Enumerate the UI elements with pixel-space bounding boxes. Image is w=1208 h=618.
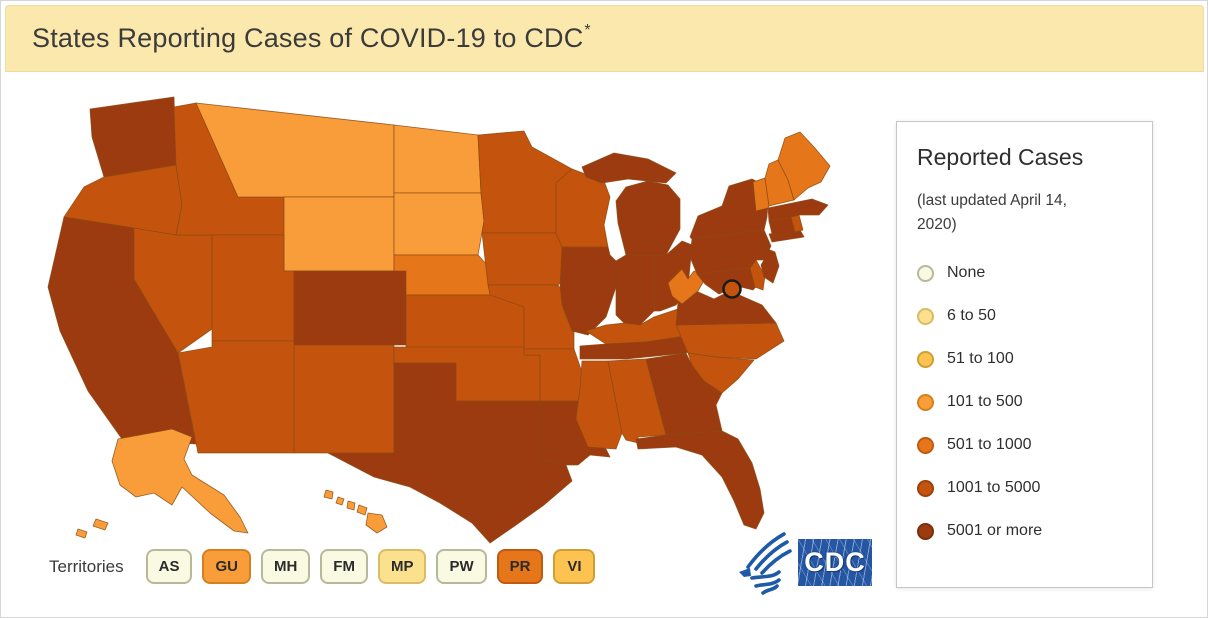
legend-swatch-none bbox=[917, 264, 934, 282]
legend-label: 51 to 100 bbox=[947, 350, 1014, 368]
legend-swatch-c501_1000 bbox=[917, 436, 934, 454]
cdc-logo-text: CDC bbox=[804, 547, 866, 577]
state-nd[interactable] bbox=[393, 124, 482, 194]
header-bar: States Reporting Cases of COVID-19 to CD… bbox=[5, 5, 1204, 72]
legend-label: None bbox=[947, 264, 986, 282]
cdc-logo-rays bbox=[798, 539, 872, 586]
state-hi[interactable] bbox=[323, 489, 334, 500]
state-ak[interactable] bbox=[75, 528, 88, 539]
state-vt[interactable] bbox=[752, 177, 770, 212]
state-me[interactable] bbox=[777, 131, 831, 201]
state-ut[interactable] bbox=[211, 234, 295, 342]
state-ia[interactable] bbox=[481, 232, 569, 286]
territory-badges: AS GU MH FM MP PW PR VI bbox=[145, 549, 606, 584]
state-az[interactable] bbox=[177, 340, 295, 454]
us-choropleth-map bbox=[26, 89, 886, 549]
cdc-logo: CDC bbox=[798, 539, 872, 586]
legend-swatch-c51_100 bbox=[917, 350, 934, 368]
territories-row: Territories AS GU MH FM MP PW PR VI bbox=[49, 549, 605, 584]
state-ks[interactable] bbox=[405, 294, 525, 350]
legend-item: None bbox=[917, 264, 1132, 282]
legend-card: Reported Cases (last updated April 14, 2… bbox=[896, 121, 1153, 588]
legend-items: None 6 to 50 51 to 100 101 to 500 501 to 100… bbox=[917, 264, 1132, 540]
state-hi[interactable] bbox=[356, 504, 368, 516]
hhs-eagle-head bbox=[739, 568, 751, 577]
legend-item: 1001 to 5000 bbox=[917, 479, 1132, 497]
state-mi[interactable] bbox=[615, 180, 681, 256]
hhs-logo-icon bbox=[739, 532, 792, 595]
state-dc-marker[interactable] bbox=[722, 279, 742, 299]
state-hi[interactable] bbox=[335, 496, 345, 506]
territory-badge-fm[interactable]: FM bbox=[320, 549, 368, 584]
territory-badge-pr[interactable]: PR bbox=[496, 549, 544, 584]
state-nm[interactable] bbox=[293, 344, 395, 454]
legend-title: Reported Cases bbox=[917, 144, 1084, 170]
state-nj[interactable] bbox=[760, 247, 780, 284]
territory-badge-gu[interactable]: GU bbox=[202, 549, 251, 584]
state-pa[interactable] bbox=[689, 229, 772, 275]
legend-label: 501 to 1000 bbox=[947, 436, 1032, 454]
page-title: States Reporting Cases of COVID-19 to CD… bbox=[32, 22, 591, 54]
state-mi[interactable] bbox=[581, 152, 677, 184]
state-fl[interactable] bbox=[635, 430, 765, 530]
legend-swatch-c5001_more bbox=[917, 522, 934, 540]
state-hi[interactable] bbox=[346, 500, 356, 511]
state-tx[interactable] bbox=[327, 362, 573, 544]
state-ak[interactable] bbox=[92, 518, 109, 531]
state-co[interactable] bbox=[293, 270, 407, 346]
state-il[interactable] bbox=[559, 246, 617, 336]
state-wy[interactable] bbox=[283, 196, 395, 272]
state-in[interactable] bbox=[615, 254, 655, 326]
legend-item: 5001 or more bbox=[917, 522, 1132, 540]
state-sd[interactable] bbox=[393, 192, 485, 256]
state-nc[interactable] bbox=[675, 322, 785, 360]
state-ma[interactable] bbox=[767, 198, 829, 222]
page-title-asterisk: * bbox=[584, 22, 591, 39]
legend-label: 101 to 500 bbox=[947, 393, 1023, 411]
legend-item: 501 to 1000 bbox=[917, 436, 1132, 454]
legend-item: 6 to 50 bbox=[917, 307, 1132, 325]
legend-item: 51 to 100 bbox=[917, 350, 1132, 368]
state-wa[interactable] bbox=[89, 96, 177, 178]
legend-swatch-c6_50 bbox=[917, 307, 934, 325]
legend-label: 5001 or more bbox=[947, 522, 1043, 540]
state-ne[interactable] bbox=[393, 254, 499, 296]
territory-badge-as[interactable]: AS bbox=[145, 549, 193, 584]
territory-badge-mh[interactable]: MH bbox=[260, 549, 311, 584]
territory-badge-mp[interactable]: MP bbox=[377, 549, 427, 584]
legend-swatch-c1001_5000 bbox=[917, 479, 934, 497]
state-ak[interactable] bbox=[111, 428, 249, 534]
state-va[interactable] bbox=[675, 290, 777, 326]
legend-label: 1001 to 5000 bbox=[947, 479, 1041, 497]
legend-subtitle: (last updated April 14, 2020) bbox=[917, 192, 1067, 234]
state-hi[interactable] bbox=[365, 512, 388, 534]
territory-badge-pw[interactable]: PW bbox=[436, 549, 487, 584]
legend-swatch-c101_500 bbox=[917, 393, 934, 411]
legend-item: 101 to 500 bbox=[917, 393, 1132, 411]
territories-label: Territories bbox=[49, 556, 124, 576]
us-map-svg bbox=[47, 96, 831, 544]
legend-label: 6 to 50 bbox=[947, 307, 996, 325]
page-title-text: States Reporting Cases of COVID-19 to CD… bbox=[32, 23, 584, 53]
territory-badge-vi[interactable]: VI bbox=[553, 549, 596, 584]
